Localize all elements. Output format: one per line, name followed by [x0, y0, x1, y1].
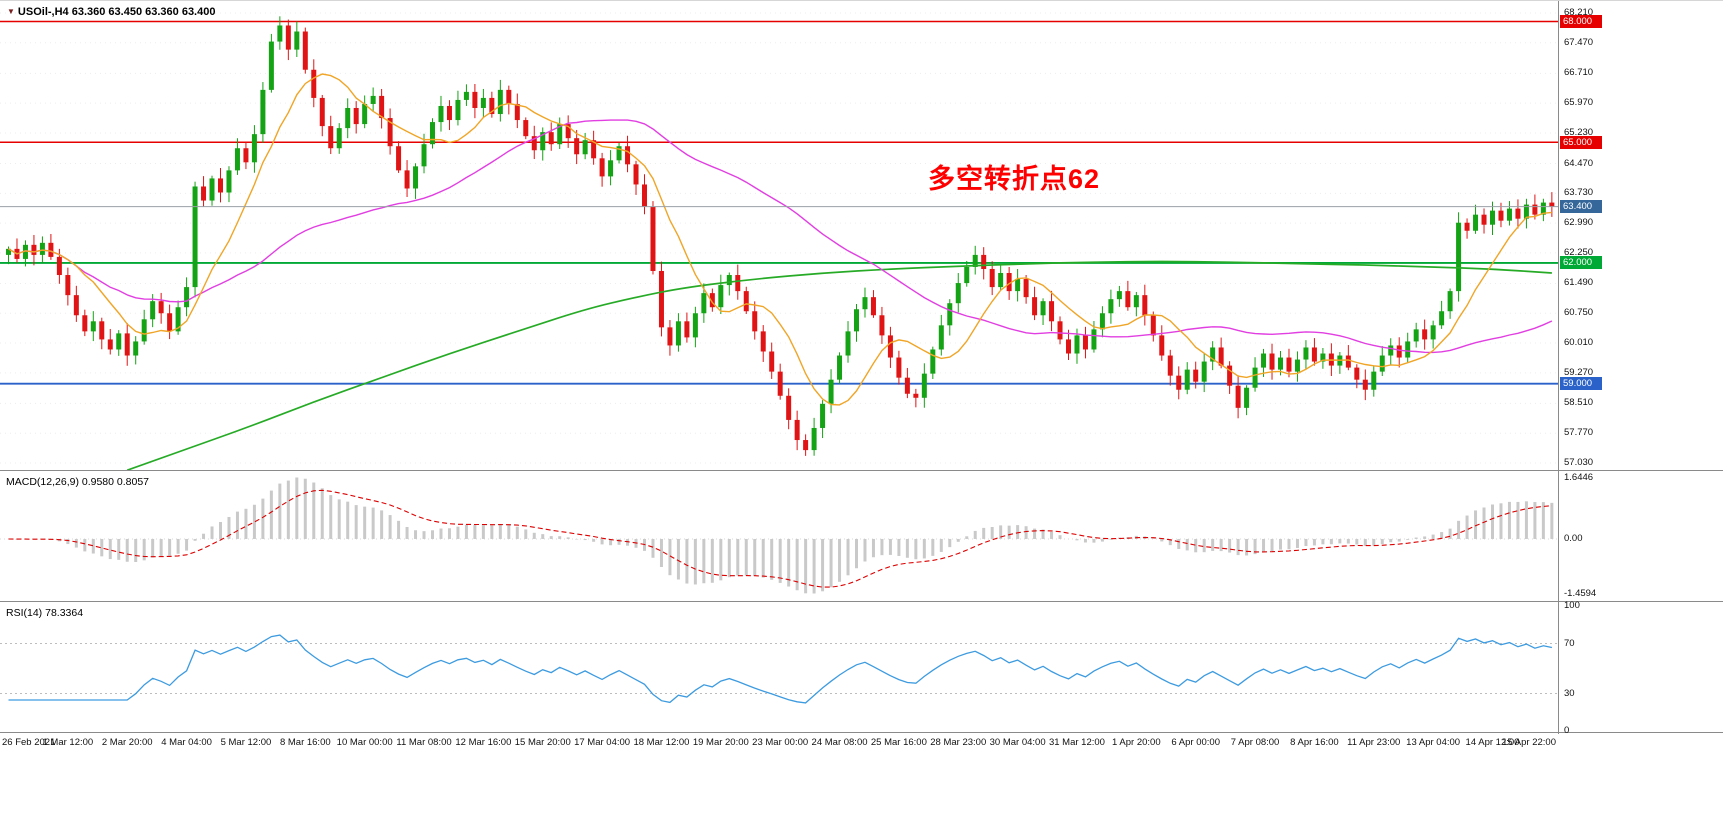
time-label: 26 Feb 2021 [2, 737, 56, 748]
rsi-value: 78.3364 [45, 607, 84, 619]
axis-label: 0 [1564, 725, 1570, 736]
time-label: 17 Mar 04:00 [574, 737, 631, 748]
time-label: 11 Apr 23:00 [1347, 737, 1401, 748]
time-label: 7 Apr 08:00 [1230, 737, 1280, 748]
time-label: 8 Apr 16:00 [1290, 737, 1339, 748]
time-label: 14 Apr 12:00 [1465, 737, 1520, 748]
axis-label: 63.730 [1564, 187, 1594, 199]
axis-label: 66.710 [1564, 67, 1594, 79]
time-label: 4 Mar 04:00 [161, 737, 212, 748]
axis-label: 0.00 [1564, 532, 1583, 544]
macd-histogram [15, 477, 1554, 594]
axis-label: 67.470 [1564, 36, 1594, 48]
symbol-title: ▼ USOil-,H4 63.360 63.450 63.360 63.400 [7, 6, 215, 18]
axis-label: 1.6446 [1564, 471, 1594, 483]
axis-label: 58.510 [1564, 397, 1594, 409]
time-label: 13 Apr 04:00 [1406, 737, 1461, 748]
axis-label: 64.470 [1564, 157, 1594, 169]
time-label: 12 Mar 16:00 [455, 737, 512, 748]
time-label: 8 Mar 16:00 [279, 737, 331, 748]
price-axis[interactable]: 68.210 67.470 66.710 65.970 65.230 64.470 63.7… [1558, 1, 1723, 470]
axis-label: 61.490 [1564, 277, 1594, 289]
axis-label: 57.030 [1564, 456, 1594, 468]
panel-separator[interactable] [0, 732, 1723, 733]
macd-name: MACD(12,26,9) [6, 476, 79, 488]
time-label: 31 Mar 12:00 [1048, 737, 1105, 748]
axis-label: 68.210 [1564, 6, 1594, 18]
time-label: 19 Mar 20:00 [692, 737, 749, 748]
axis-label: 70 [1564, 637, 1575, 649]
time-axis[interactable]: 26 Feb 2021 1 Mar 12:00 2 Mar 20:00 4 Mar 0… [0, 735, 1558, 753]
axis-label: 30 [1564, 687, 1575, 699]
time-label: 18 Mar 12:00 [633, 737, 690, 748]
macd-canvas[interactable] [0, 471, 1558, 601]
chart-annotation-text[interactable]: 多空转折点62 [928, 164, 1101, 194]
price-chart-canvas[interactable] [0, 1, 1558, 470]
macd-values: 0.9580 0.8057 [81, 476, 150, 488]
axis-label: -1.4594 [1564, 587, 1597, 599]
time-label: 1 Mar 12:00 [42, 737, 94, 748]
axis-label: 60.750 [1564, 307, 1594, 319]
price-badge: 62.000 [1560, 256, 1602, 270]
candles-layer [6, 16, 1555, 456]
collapse-triangle-icon[interactable]: ▼ [7, 7, 15, 16]
axis-label: 62.250 [1564, 246, 1594, 258]
macd-indicator-label: MACD(12,26,9) 0.9580 0.8057 [6, 476, 149, 488]
axis-label: 65.970 [1564, 97, 1594, 109]
symbol-name: USOil-,H4 [17, 6, 69, 18]
price-badge: 68.000 [1560, 14, 1602, 28]
price-badge: 63.400 [1560, 200, 1602, 214]
time-label: 11 Mar 08:00 [396, 737, 452, 748]
axis-label: 62.990 [1564, 217, 1594, 229]
time-label: 25 Mar 16:00 [870, 737, 927, 748]
time-label: 6 Apr 00:00 [1171, 737, 1220, 748]
panel-separator[interactable] [0, 601, 1723, 602]
macd-axis[interactable]: 1.6446 0.00 -1.4594 [1558, 471, 1723, 601]
rsi-canvas[interactable] [0, 602, 1558, 732]
time-label: 15 Mar 20:00 [514, 737, 571, 748]
time-label: 24 Mar 08:00 [811, 737, 868, 748]
axis-label: 60.010 [1564, 337, 1594, 349]
time-label: 10 Mar 00:00 [336, 737, 393, 748]
ohlc-values: 63.360 63.450 63.360 63.400 [71, 6, 216, 18]
axis-label: 100 [1564, 600, 1580, 611]
rsi-axis[interactable]: 100 70 30 0 [1558, 600, 1723, 736]
axis-label: 65.230 [1564, 126, 1594, 138]
time-label: 2 Mar 20:00 [101, 737, 153, 748]
price-badge: 65.000 [1560, 135, 1602, 149]
time-label: 1 Apr 20:00 [1112, 737, 1161, 748]
panel-separator[interactable] [0, 470, 1723, 471]
time-label: 28 Mar 23:00 [930, 737, 987, 748]
time-label: 15 Apr 22:00 [1502, 737, 1556, 748]
axis-separator [1558, 1, 1559, 734]
time-label: 5 Mar 12:00 [220, 737, 272, 748]
axis-label: 59.270 [1564, 366, 1594, 378]
time-label: 30 Mar 04:00 [989, 737, 1046, 748]
time-label: 23 Mar 00:00 [752, 737, 809, 748]
price-badge: 59.000 [1560, 377, 1602, 391]
rsi-name: RSI(14) [6, 607, 43, 619]
rsi-indicator-label: RSI(14) 78.3364 [6, 607, 83, 619]
axis-label: 57.770 [1564, 427, 1594, 439]
slow-ma-line [126, 260, 1552, 470]
